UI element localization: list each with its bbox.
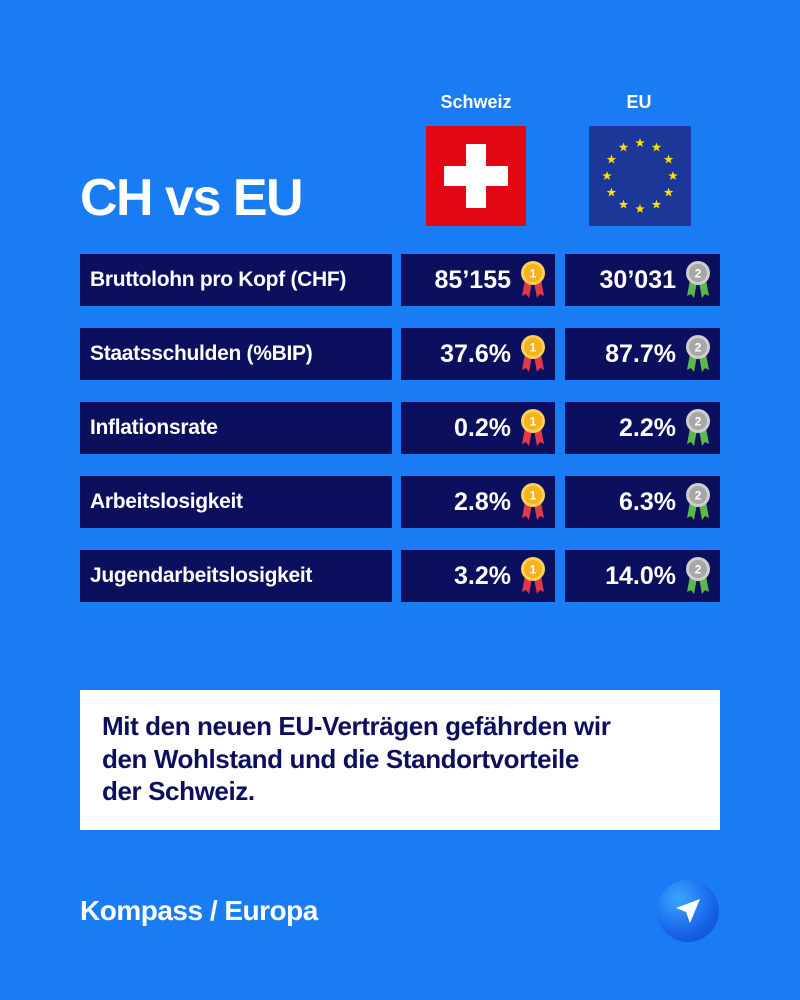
- eu-value-cell: 6.3% 2: [565, 476, 720, 528]
- table-row: Arbeitslosigkeit 2.8% 1 6.3% 2: [80, 476, 720, 528]
- eu-value-cell: 2.2% 2: [565, 402, 720, 454]
- table-row: Inflationsrate 0.2% 1 2.2% 2: [80, 402, 720, 454]
- schweiz-value-cell: 3.2% 1: [401, 550, 555, 602]
- eu-star: [618, 142, 629, 152]
- eu-value: 87.7%: [605, 339, 676, 368]
- gold-medal-icon: 1: [521, 483, 545, 520]
- schweiz-value: 0.2%: [454, 413, 511, 442]
- row-label: Staatsschulden (%BIP): [80, 328, 392, 380]
- column-header-eu: EU: [626, 92, 652, 112]
- schweiz-value: 37.6%: [440, 339, 511, 368]
- row-label: Arbeitslosigkeit: [80, 476, 392, 528]
- eu-value: 6.3%: [619, 487, 676, 516]
- statement-line: Mit den neuen EU-Verträgen gefährden wir: [102, 711, 611, 741]
- row-label: Bruttolohn pro Kopf (CHF): [80, 254, 392, 306]
- eu-star: [651, 142, 662, 152]
- gold-medal-icon: 1: [521, 335, 545, 372]
- eu-value: 2.2%: [619, 413, 676, 442]
- table-row: Staatsschulden (%BIP) 37.6% 1 87.7% 2: [80, 328, 720, 380]
- svg-text:2: 2: [695, 563, 702, 577]
- svg-text:1: 1: [530, 341, 537, 355]
- silver-medal-icon: 2: [686, 335, 710, 372]
- eu-star: [635, 204, 645, 214]
- gold-medal-icon: 1: [521, 557, 545, 594]
- swiss-flag-icon: [426, 126, 526, 226]
- eu-flag-icon: [589, 126, 691, 226]
- statement-box: Mit den neuen EU-Verträgen gefährden wir…: [80, 690, 720, 830]
- table-row: Jugendarbeitslosigkeit 3.2% 1 14.0% 2: [80, 550, 720, 602]
- navigation-arrow-icon: [657, 880, 719, 942]
- eu-star: [618, 199, 629, 209]
- svg-text:1: 1: [530, 489, 537, 503]
- eu-star: [606, 187, 617, 197]
- schweiz-value: 85’155: [434, 265, 511, 294]
- eu-value: 14.0%: [605, 561, 676, 590]
- schweiz-value-cell: 2.8% 1: [401, 476, 555, 528]
- statement-line: der Schweiz.: [102, 776, 255, 806]
- silver-medal-icon: 2: [686, 557, 710, 594]
- eu-star: [651, 199, 662, 209]
- schweiz-value: 3.2%: [454, 561, 511, 590]
- column-header-schweiz: Schweiz: [440, 92, 512, 112]
- footer-brand: Kompass / Europa: [80, 895, 318, 926]
- statement-line: den Wohlstand und die Standortvorteile: [102, 743, 579, 774]
- silver-medal-icon: 2: [686, 261, 710, 298]
- eu-star: [602, 171, 612, 181]
- eu-star: [668, 171, 678, 181]
- silver-medal-icon: 2: [686, 409, 710, 446]
- silver-medal-icon: 2: [686, 483, 710, 520]
- eu-star: [663, 154, 674, 164]
- svg-text:1: 1: [530, 563, 537, 577]
- schweiz-value-cell: 85’155 1: [401, 254, 555, 306]
- svg-text:2: 2: [695, 267, 702, 281]
- schweiz-value-cell: 0.2% 1: [401, 402, 555, 454]
- gold-medal-icon: 1: [521, 261, 545, 298]
- page-title: CH vs EU: [80, 169, 304, 227]
- row-label: Inflationsrate: [80, 402, 392, 454]
- eu-value: 30’031: [599, 265, 676, 294]
- eu-value-cell: 30’031 2: [565, 254, 720, 306]
- svg-text:1: 1: [530, 267, 537, 281]
- gold-medal-icon: 1: [521, 409, 545, 446]
- eu-star: [635, 138, 645, 148]
- svg-text:2: 2: [695, 489, 702, 503]
- eu-value-cell: 87.7% 2: [565, 328, 720, 380]
- eu-value-cell: 14.0% 2: [565, 550, 720, 602]
- eu-star: [606, 154, 617, 164]
- schweiz-value: 2.8%: [454, 487, 511, 516]
- table-row: Bruttolohn pro Kopf (CHF) 85’155 1 30’03…: [80, 254, 720, 306]
- svg-text:1: 1: [530, 415, 537, 429]
- eu-star: [663, 187, 674, 197]
- svg-text:2: 2: [695, 415, 702, 429]
- schweiz-value-cell: 37.6% 1: [401, 328, 555, 380]
- svg-text:2: 2: [695, 341, 702, 355]
- row-label: Jugendarbeitslosigkeit: [80, 550, 392, 602]
